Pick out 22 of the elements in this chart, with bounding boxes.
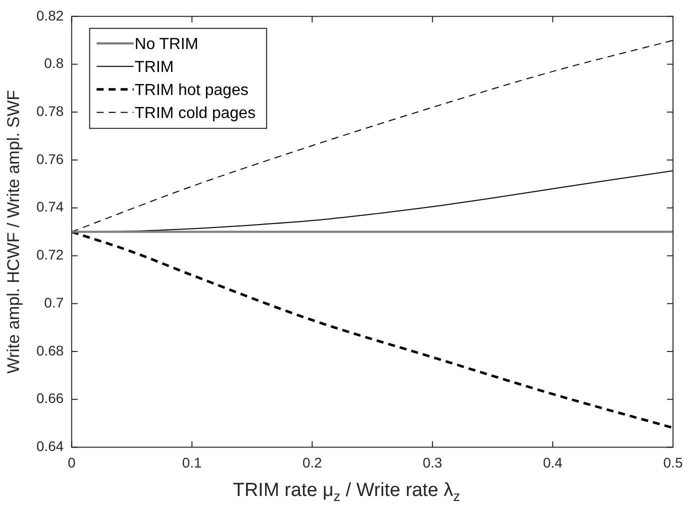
legend-label: TRIM [134,58,174,76]
y-tick-label: 0.74 [36,198,64,215]
x-tick-label: 0.1 [182,454,202,470]
x-tick-label: 0 [68,454,76,470]
x-tick-label: 0.4 [542,454,563,470]
legend-label: TRIM cold pages [134,104,256,122]
x-axis-title: TRIM rate μ$_{z}$ / Write rate λ$_{z}$ [232,480,462,504]
y-axis-title: Write ampl. HCWF / Write ampl. SWF [4,90,23,374]
y-tick-label: 0.76 [36,150,64,167]
y-tick-label: 0.66 [36,390,64,406]
y-tick-label: 0.7 [44,294,64,310]
y-tick-label: 0.78 [36,102,64,119]
y-tick-label: 0.82 [36,7,64,24]
x-tick-label: 0.2 [302,454,322,470]
y-tick-label: 0.64 [36,438,64,454]
y-tick-label: 0.8 [44,55,64,72]
y-tick-label: 0.68 [36,342,64,358]
y-tick-label: 0.72 [36,246,64,263]
legend-label: TRIM hot pages [134,82,248,99]
x-tick-label: 0.5 [663,454,683,470]
x-tick-label: 0.3 [422,454,442,470]
legend-label: No TRIM [134,36,198,53]
